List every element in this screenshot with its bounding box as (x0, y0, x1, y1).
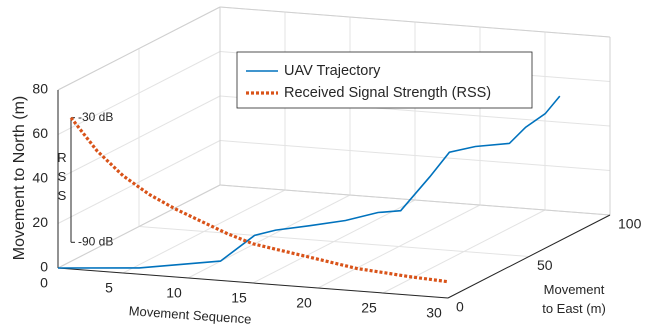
x-tick-label: 10 (166, 285, 182, 301)
box-edge (219, 184, 611, 216)
y-tick-label: 50 (537, 257, 553, 273)
y-axis-label: Movement to East (m) (542, 282, 606, 316)
x-tick-label: 5 (105, 280, 113, 296)
y-axis (447, 214, 611, 299)
z-tick-label: 40 (32, 170, 48, 186)
legend (236, 51, 533, 109)
grid-line (138, 226, 530, 257)
z-tick-label: 0 (40, 259, 48, 275)
x-axis-label: Movement Sequence (128, 303, 252, 326)
x-tick-label: 15 (231, 290, 247, 306)
grid-line (219, 140, 611, 171)
grid-line (57, 51, 221, 135)
rss-axis-label: RSS (57, 150, 67, 203)
series-line (57, 95, 561, 269)
z-axis-label: Movement to North (m) (11, 96, 28, 260)
legend-label: UAV Trajectory (284, 63, 381, 79)
x-tick-label: 0 (40, 275, 48, 291)
y-tick-label: 100 (618, 216, 642, 232)
y-axis-label-line: Movement (544, 282, 605, 297)
rss-tick-label: -30 dB (78, 110, 113, 124)
rss-tick-label: -90 dB (78, 234, 113, 248)
series-line (69, 116, 449, 284)
x-axis (57, 267, 449, 299)
z-tick-label: 80 (32, 81, 48, 97)
box-edge (219, 6, 611, 38)
y-tick-label: 0 (456, 299, 464, 315)
x-tick-label: 20 (296, 295, 312, 311)
grid-line (57, 95, 221, 180)
legend-label: Received Signal Strength (RSS) (284, 85, 491, 101)
grid-line (57, 140, 221, 224)
z-tick-label: 20 (32, 214, 48, 230)
x-tick-label: 25 (361, 300, 377, 316)
box-edge (57, 6, 221, 91)
y-axis-label-line: to East (m) (542, 301, 606, 316)
box-edge (57, 184, 221, 269)
z-tick-label: 60 (32, 125, 48, 141)
x-tick-label: 30 (426, 305, 442, 321)
